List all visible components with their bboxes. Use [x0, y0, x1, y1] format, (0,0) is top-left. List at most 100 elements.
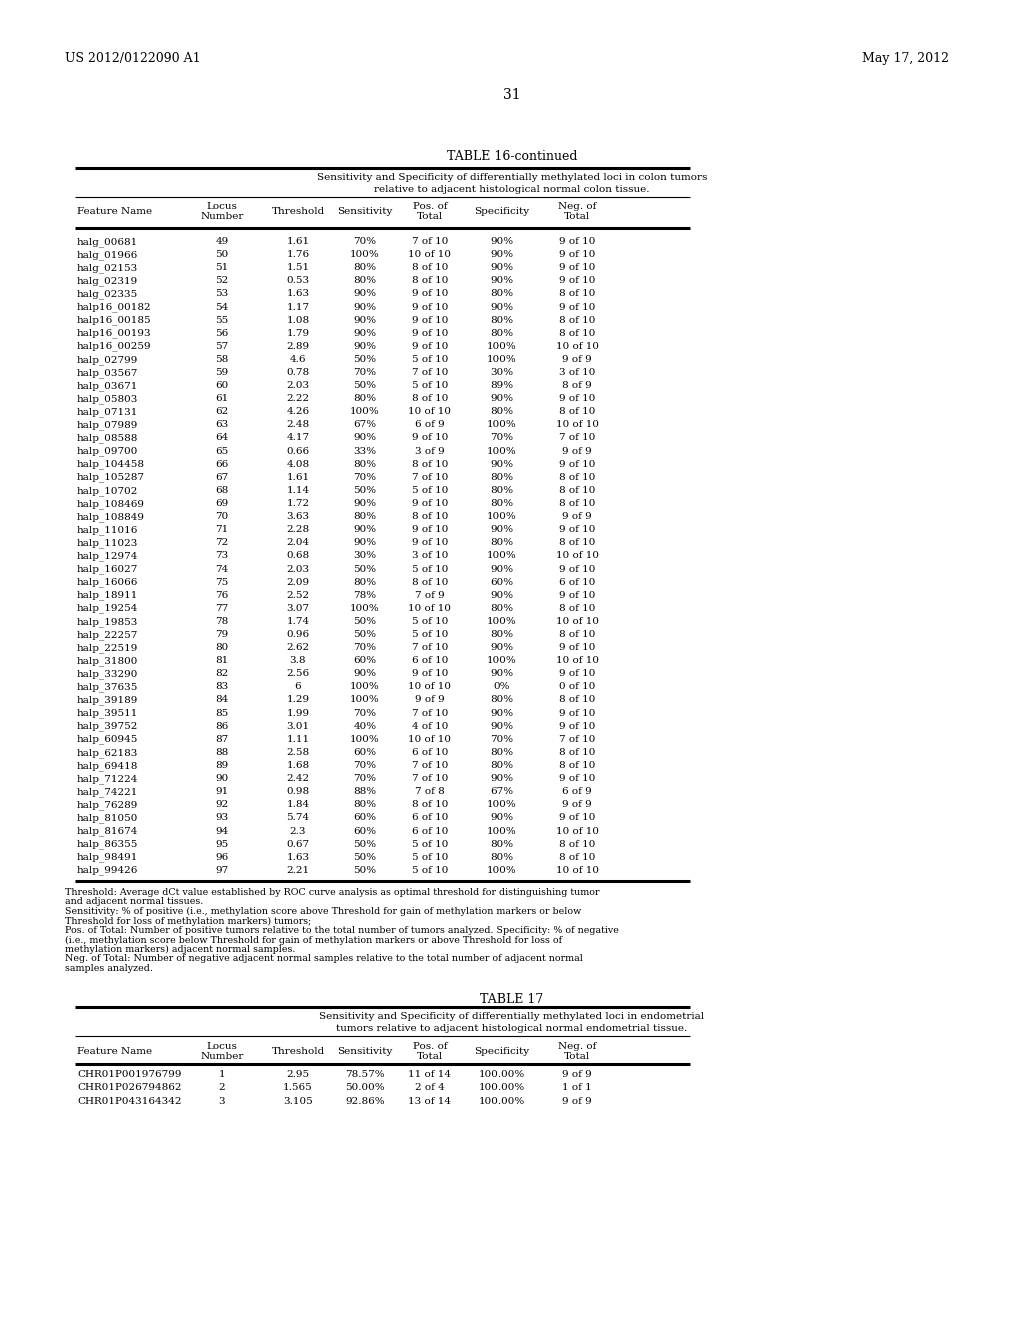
Text: halp_07989: halp_07989: [77, 420, 138, 430]
Text: Feature Name: Feature Name: [77, 207, 153, 216]
Text: halp_39189: halp_39189: [77, 696, 138, 705]
Text: 10 of 10: 10 of 10: [555, 866, 598, 875]
Text: 90%: 90%: [490, 722, 514, 731]
Text: halp_03567: halp_03567: [77, 368, 138, 378]
Text: 9 of 10: 9 of 10: [412, 289, 449, 298]
Text: samples analyzed.: samples analyzed.: [65, 964, 153, 973]
Text: 1.51: 1.51: [287, 263, 309, 272]
Text: 79: 79: [215, 630, 228, 639]
Text: 1.79: 1.79: [287, 329, 309, 338]
Text: 80%: 80%: [353, 263, 377, 272]
Text: 72: 72: [215, 539, 228, 548]
Text: 90%: 90%: [490, 643, 514, 652]
Text: 8 of 10: 8 of 10: [559, 473, 595, 482]
Text: 10 of 10: 10 of 10: [555, 656, 598, 665]
Text: 80%: 80%: [490, 696, 514, 705]
Text: 10 of 10: 10 of 10: [409, 408, 452, 416]
Text: 50%: 50%: [353, 630, 377, 639]
Text: 80%: 80%: [353, 276, 377, 285]
Text: 8 of 10: 8 of 10: [559, 748, 595, 756]
Text: 67%: 67%: [353, 420, 377, 429]
Text: 0.67: 0.67: [287, 840, 309, 849]
Text: 2.3: 2.3: [290, 826, 306, 836]
Text: 88: 88: [215, 748, 228, 756]
Text: halg_02319: halg_02319: [77, 276, 138, 286]
Text: 62: 62: [215, 408, 228, 416]
Text: 5 of 10: 5 of 10: [412, 853, 449, 862]
Text: 8 of 10: 8 of 10: [559, 603, 595, 612]
Text: halp_08588: halp_08588: [77, 433, 138, 444]
Text: halp_62183: halp_62183: [77, 748, 138, 758]
Text: halp_71224: halp_71224: [77, 774, 138, 784]
Text: 67: 67: [215, 473, 228, 482]
Text: CHR01P001976799: CHR01P001976799: [77, 1071, 181, 1080]
Text: 100%: 100%: [487, 446, 517, 455]
Text: 3 of 10: 3 of 10: [412, 552, 449, 561]
Text: 100%: 100%: [487, 616, 517, 626]
Text: halp_05803: halp_05803: [77, 395, 138, 404]
Text: 5 of 10: 5 of 10: [412, 616, 449, 626]
Text: 85: 85: [215, 709, 228, 718]
Text: 8 of 10: 8 of 10: [559, 499, 595, 508]
Text: 4 of 10: 4 of 10: [412, 722, 449, 731]
Text: 87: 87: [215, 735, 228, 743]
Text: 2.52: 2.52: [287, 591, 309, 599]
Text: 100.00%: 100.00%: [479, 1097, 525, 1106]
Text: halp_99426: halp_99426: [77, 866, 138, 875]
Text: Threshold: Average dCt value established by ROC curve analysis as optimal thresh: Threshold: Average dCt value established…: [65, 888, 599, 896]
Text: 8 of 10: 8 of 10: [559, 289, 595, 298]
Text: 90%: 90%: [353, 539, 377, 548]
Text: 1.63: 1.63: [287, 853, 309, 862]
Text: Threshold: Threshold: [271, 1047, 325, 1056]
Text: 4.6: 4.6: [290, 355, 306, 364]
Text: 9 of 10: 9 of 10: [559, 459, 595, 469]
Text: 30%: 30%: [490, 368, 514, 378]
Text: 8 of 10: 8 of 10: [559, 853, 595, 862]
Text: 9 of 9: 9 of 9: [562, 446, 592, 455]
Text: 7 of 10: 7 of 10: [412, 774, 449, 783]
Text: 69: 69: [215, 499, 228, 508]
Text: halp_105287: halp_105287: [77, 473, 145, 483]
Text: halp_39752: halp_39752: [77, 722, 138, 731]
Text: 8 of 10: 8 of 10: [412, 512, 449, 521]
Text: halp_104458: halp_104458: [77, 459, 145, 470]
Text: Neg. of Total: Number of negative adjacent normal samples relative to the total : Neg. of Total: Number of negative adjace…: [65, 954, 583, 964]
Text: 70%: 70%: [353, 473, 377, 482]
Text: 2.21: 2.21: [287, 866, 309, 875]
Text: 1.17: 1.17: [287, 302, 309, 312]
Text: 2.28: 2.28: [287, 525, 309, 535]
Text: (i.e., methylation score below Threshold for gain of methylation markers or abov: (i.e., methylation score below Threshold…: [65, 936, 562, 945]
Text: 91: 91: [215, 787, 228, 796]
Text: halp_19853: halp_19853: [77, 616, 138, 627]
Text: 100%: 100%: [350, 249, 380, 259]
Text: 9 of 10: 9 of 10: [412, 329, 449, 338]
Text: 2.04: 2.04: [287, 539, 309, 548]
Text: halp_19254: halp_19254: [77, 603, 138, 614]
Text: TABLE 16-continued: TABLE 16-continued: [446, 150, 578, 162]
Text: 2.09: 2.09: [287, 578, 309, 586]
Text: 10 of 10: 10 of 10: [409, 682, 452, 692]
Text: 11 of 14: 11 of 14: [409, 1071, 452, 1080]
Text: 76: 76: [215, 591, 228, 599]
Text: halp_37635: halp_37635: [77, 682, 138, 692]
Text: halp_33290: halp_33290: [77, 669, 138, 678]
Text: 70%: 70%: [353, 643, 377, 652]
Text: 2.95: 2.95: [287, 1071, 309, 1080]
Text: 53: 53: [215, 289, 228, 298]
Text: 80%: 80%: [490, 630, 514, 639]
Text: 9 of 10: 9 of 10: [559, 238, 595, 246]
Text: 80%: 80%: [490, 762, 514, 770]
Text: 89%: 89%: [490, 381, 514, 391]
Text: 0.66: 0.66: [287, 446, 309, 455]
Text: 5 of 10: 5 of 10: [412, 630, 449, 639]
Text: 70: 70: [215, 512, 228, 521]
Text: 2.48: 2.48: [287, 420, 309, 429]
Text: 80%: 80%: [353, 395, 377, 403]
Text: 2.03: 2.03: [287, 565, 309, 573]
Text: 70%: 70%: [490, 433, 514, 442]
Text: 100%: 100%: [487, 512, 517, 521]
Text: 90%: 90%: [490, 249, 514, 259]
Text: 6 of 9: 6 of 9: [415, 420, 444, 429]
Text: 2 of 4: 2 of 4: [415, 1084, 444, 1093]
Text: Sensitivity and Specificity of differentially methylated loci in endometrial: Sensitivity and Specificity of different…: [319, 1012, 705, 1022]
